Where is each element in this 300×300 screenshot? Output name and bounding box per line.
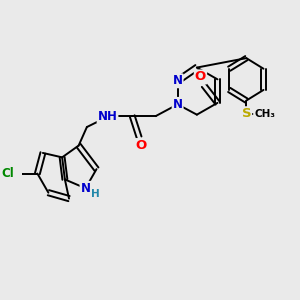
Text: Cl: Cl (2, 167, 14, 180)
Text: N: N (172, 74, 183, 87)
Text: NH: NH (98, 110, 117, 123)
Text: H: H (91, 189, 100, 199)
Text: N: N (172, 98, 183, 111)
Text: O: O (136, 139, 147, 152)
Text: S: S (242, 107, 251, 120)
Text: CH₃: CH₃ (254, 109, 275, 119)
Text: O: O (195, 70, 206, 83)
Text: N: N (80, 182, 91, 195)
